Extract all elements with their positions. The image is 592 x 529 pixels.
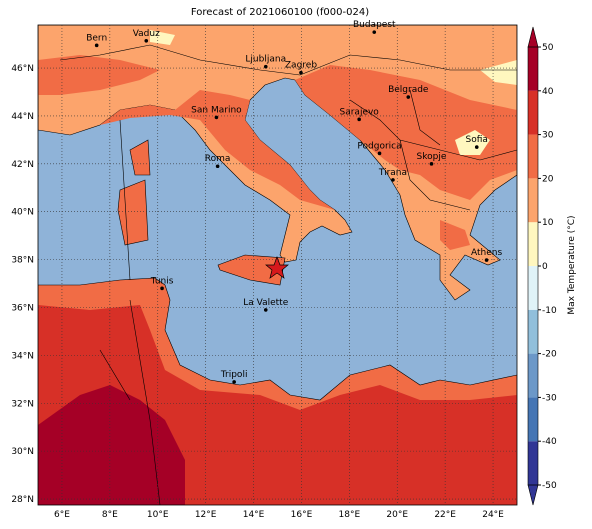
colorbar-band bbox=[528, 441, 538, 485]
colorbar-tick-label: 30 bbox=[542, 131, 554, 141]
city-label: Zagreb bbox=[285, 61, 317, 71]
city-dot bbox=[232, 380, 236, 384]
colorbar-band bbox=[528, 222, 538, 266]
city-label: Budapest bbox=[353, 20, 396, 30]
city-dot bbox=[215, 164, 220, 169]
colorbar-band bbox=[528, 353, 538, 398]
y-tick-label: 40°N bbox=[11, 208, 34, 218]
colorbar-tick-label: 0 bbox=[542, 262, 548, 272]
city-dot bbox=[263, 308, 268, 312]
x-tick-label: 8°E bbox=[102, 510, 118, 520]
y-tick-label: 42°N bbox=[11, 160, 34, 170]
city-label: Sarajevo bbox=[340, 107, 380, 117]
colorbar-tick-label: -50 bbox=[542, 481, 557, 491]
city-label: Tirana bbox=[378, 168, 407, 178]
map-title: Forecast of 2021060100 (f000-024) bbox=[191, 7, 369, 18]
x-tick-label: 12°E bbox=[195, 510, 217, 520]
city-label: Sofia bbox=[466, 135, 488, 145]
city-label: Bern bbox=[86, 33, 107, 43]
colorbar-extend-min bbox=[527, 484, 539, 506]
y-tick-label: 36°N bbox=[11, 303, 34, 313]
colorbar-tick-label: 40 bbox=[542, 87, 554, 97]
colorbar-extend-max bbox=[527, 26, 539, 48]
event-star bbox=[265, 256, 289, 279]
city-label: Ljubljana bbox=[245, 55, 286, 65]
city-label: Belgrade bbox=[388, 85, 429, 95]
land-corsica bbox=[129, 139, 151, 176]
y-tick-label: 32°N bbox=[11, 399, 34, 409]
city-label: Roma bbox=[205, 154, 231, 164]
y-tick-label: 30°N bbox=[11, 447, 34, 457]
x-tick-label: 6°E bbox=[54, 510, 70, 520]
land-sardinia bbox=[117, 179, 149, 246]
colorbar-band bbox=[528, 134, 538, 179]
city-label: La Valette bbox=[243, 298, 288, 308]
colorbar-band bbox=[528, 178, 538, 223]
map-frame bbox=[37, 24, 518, 506]
country-borders bbox=[59, 44, 517, 505]
colorbar-tick-label: 20 bbox=[542, 174, 554, 184]
colorbar-tick-label: -40 bbox=[542, 437, 557, 447]
colorbar-band bbox=[528, 309, 538, 354]
city-dot bbox=[214, 115, 219, 120]
colorbar-band bbox=[528, 266, 538, 310]
x-tick-label: 16°E bbox=[291, 510, 313, 520]
city-dot bbox=[406, 95, 411, 99]
land-africa-hottest bbox=[38, 385, 185, 505]
y-tick-label: 38°N bbox=[11, 256, 34, 266]
city-dot bbox=[484, 258, 489, 262]
y-tick-label: 34°N bbox=[11, 351, 34, 361]
x-tick-label: 22°E bbox=[434, 510, 456, 520]
colorbar-band bbox=[528, 47, 538, 91]
city-dot bbox=[263, 64, 268, 69]
colorbar-tick-label: -20 bbox=[542, 350, 557, 360]
city-dot bbox=[474, 145, 479, 149]
colorbar-tick-label: -30 bbox=[542, 393, 557, 403]
land-cool bbox=[150, 30, 517, 155]
city-dot bbox=[377, 151, 382, 156]
city-dot bbox=[357, 117, 361, 122]
city-label: Athens bbox=[471, 248, 502, 258]
y-tick-label: 46°N bbox=[11, 64, 34, 74]
y-tick-label: 44°N bbox=[11, 112, 34, 122]
city-label: Tunis bbox=[150, 276, 174, 286]
city-label: Tripoli bbox=[220, 370, 248, 380]
city-label: San Marino bbox=[191, 105, 242, 115]
colorbar-tick-label: 10 bbox=[542, 218, 554, 228]
city-dot bbox=[299, 70, 303, 75]
x-tick-label: 24°E bbox=[482, 510, 504, 520]
colorbar-band bbox=[528, 90, 538, 135]
colorbar-label: Max Temperature (°C) bbox=[567, 215, 577, 314]
x-tick-label: 20°E bbox=[386, 510, 408, 520]
city-label: Vaduz bbox=[133, 29, 160, 39]
x-tick-label: 18°E bbox=[339, 510, 361, 520]
city-label: Skopje bbox=[417, 152, 447, 162]
colorbar-tick-label: -10 bbox=[542, 306, 557, 316]
city-label: Podgorica bbox=[357, 141, 401, 151]
y-tick-label: 28°N bbox=[11, 495, 34, 505]
city-dot bbox=[160, 286, 164, 291]
land-sicily bbox=[217, 254, 286, 286]
city-dot bbox=[372, 30, 377, 34]
city-dot bbox=[94, 43, 99, 48]
city-dot bbox=[391, 178, 395, 182]
city-dot bbox=[429, 162, 434, 166]
colorbar-band bbox=[528, 397, 538, 442]
x-tick-label: 14°E bbox=[243, 510, 265, 520]
city-dot bbox=[144, 39, 149, 43]
colorbar-tick-label: 50 bbox=[542, 43, 554, 53]
x-tick-label: 10°E bbox=[147, 510, 169, 520]
